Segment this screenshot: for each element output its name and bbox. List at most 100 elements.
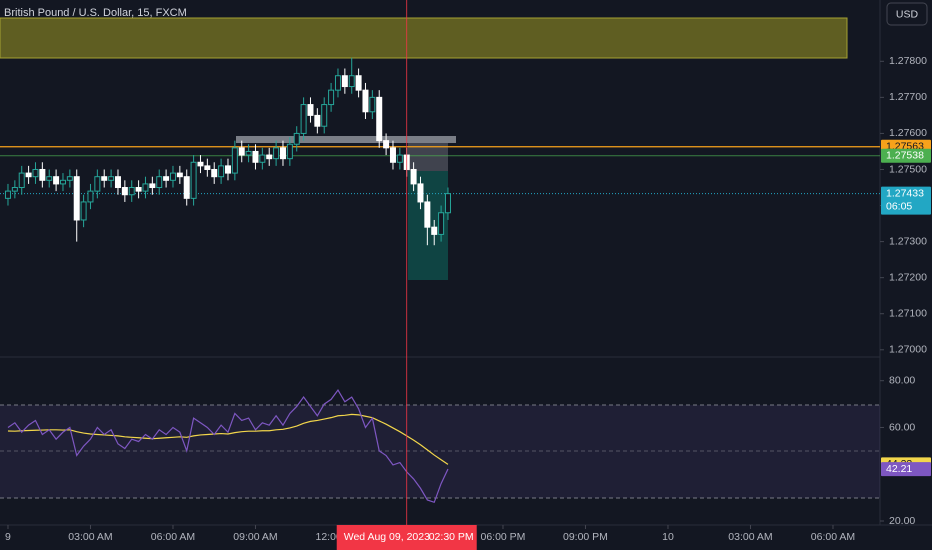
x-tick-label: 9 [5, 531, 11, 543]
candle-body [114, 176, 121, 189]
candle-body [279, 147, 286, 160]
candle-body [334, 75, 341, 91]
y-tick-label: 1.27300 [889, 235, 927, 247]
crosshair-date: Wed Aug 09, 2023 [344, 531, 430, 543]
candle-body [245, 150, 252, 156]
candle-body [53, 176, 60, 185]
candle-body [224, 165, 231, 174]
candle-body [108, 176, 115, 181]
rsi-band [0, 405, 880, 498]
y-tick-label: 1.27000 [889, 344, 927, 356]
candle-body [4, 190, 11, 199]
candle-body [410, 168, 417, 185]
candle-body [183, 176, 190, 199]
candle-body [355, 75, 362, 91]
candle-body [348, 75, 355, 88]
candle-body [273, 147, 280, 160]
crosshair-time: 02:30 PM [429, 531, 474, 543]
candle-body [417, 183, 424, 203]
rsi-line [7, 413, 449, 465]
candle-body [321, 104, 328, 127]
candle-body [376, 96, 383, 142]
candle-body [328, 89, 335, 106]
x-tick-label: 09:00 AM [233, 531, 277, 543]
candle-body [73, 176, 80, 221]
crosshair-label-bg [336, 525, 477, 550]
candle-body [204, 165, 211, 170]
candle-body [197, 161, 204, 167]
candle-body [169, 172, 176, 181]
candle-body [39, 168, 46, 181]
candle-body [286, 143, 293, 160]
candle-body [252, 150, 259, 163]
candle-body [314, 114, 321, 127]
rsi-line [7, 388, 449, 504]
candle-body [300, 104, 307, 134]
position-risk [408, 143, 448, 171]
candle-body [259, 154, 266, 163]
value-label: 42.21 [886, 463, 912, 475]
candle-body [362, 89, 369, 113]
price-label-bg [881, 148, 931, 163]
currency-button[interactable] [886, 2, 928, 26]
y-tick-label: 20.00 [889, 515, 915, 527]
y-tick-label: 1.27600 [889, 127, 927, 139]
candle-body [163, 176, 170, 181]
candle-body [389, 147, 396, 163]
candle-body [293, 132, 300, 145]
x-tick-label: 10 [662, 531, 674, 543]
candle-body [431, 226, 438, 235]
y-tick-label: 1.27100 [889, 308, 927, 320]
candle-body [59, 179, 66, 185]
candle-body [135, 187, 142, 192]
candle-body [101, 176, 108, 181]
price-label-bg [881, 186, 931, 215]
candle-body [128, 187, 135, 196]
candle-body [238, 147, 245, 156]
candle-body [149, 183, 156, 189]
candle-body [142, 183, 149, 192]
candle-body [307, 104, 314, 116]
candle-body [46, 176, 53, 181]
zone [0, 17, 848, 59]
chart-title: British Pound / U.S. Dollar, 15, FXCM [4, 7, 187, 19]
candle-body [341, 75, 348, 88]
price-label: 1.27433 [886, 187, 924, 199]
countdown: 06:05 [886, 200, 912, 212]
candle-body [25, 172, 32, 178]
y-tick-label: 1.27700 [889, 91, 927, 103]
candle-body [32, 168, 39, 178]
x-tick-label: 03:00 AM [728, 531, 772, 543]
candle-body [231, 147, 238, 174]
candle-body [211, 168, 218, 178]
candle-body [369, 96, 376, 113]
candle-body [121, 187, 128, 196]
y-tick-label: 1.27500 [889, 163, 927, 175]
candle-body [383, 140, 390, 149]
candle-body [396, 154, 403, 163]
candle-body [266, 154, 273, 160]
value-label-bg [881, 462, 931, 477]
range-box [236, 136, 456, 143]
x-tick-label: 03:00 AM [68, 531, 112, 543]
price-label: 1.27538 [886, 150, 924, 162]
y-tick-label: 80.00 [889, 374, 915, 386]
x-tick-label: 09:00 PM [563, 531, 608, 543]
x-tick-label: 06:00 PM [480, 531, 525, 543]
x-tick-label: 06:00 AM [151, 531, 195, 543]
y-tick-label: 1.27800 [889, 55, 927, 67]
candle-body [218, 165, 225, 178]
candle-body [438, 212, 445, 235]
candle-body [18, 172, 25, 189]
candle-body [190, 161, 197, 199]
candle-body [424, 201, 431, 228]
candle-body [66, 176, 73, 181]
x-tick-label: 06:00 AM [811, 531, 855, 543]
currency[interactable]: USD [896, 8, 919, 20]
y-tick-label: 60.00 [889, 421, 915, 433]
candle-body [94, 176, 101, 192]
candle-body [87, 190, 94, 203]
